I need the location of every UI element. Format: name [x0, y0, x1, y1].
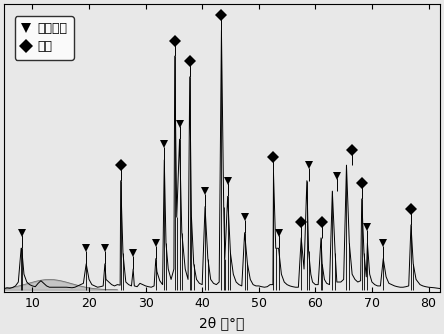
X-axis label: 2θ （°）: 2θ （°）: [199, 316, 245, 330]
Legend: 六铝酸钙, 刚玉: 六铝酸钙, 刚玉: [15, 16, 74, 60]
